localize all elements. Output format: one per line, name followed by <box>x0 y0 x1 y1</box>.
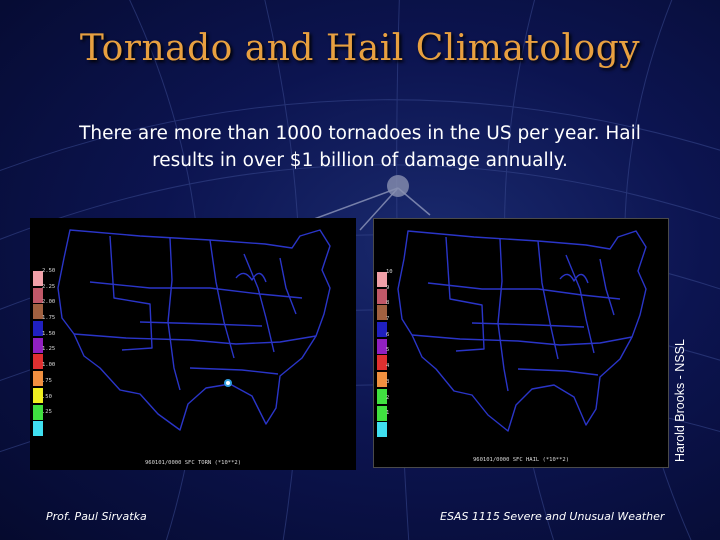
legend-swatch <box>33 404 43 420</box>
slide-subtitle: There are more than 1000 tornadoes in th… <box>40 120 680 174</box>
legend-swatch <box>33 304 43 320</box>
legend-swatch <box>33 287 43 303</box>
legend-swatch <box>377 388 387 404</box>
legend-swatch <box>377 405 387 421</box>
legend-swatch <box>33 271 43 286</box>
legend-swatch <box>377 272 387 287</box>
legend-swatch <box>377 355 387 371</box>
legend-label: .50 <box>42 393 52 400</box>
legend-swatch <box>377 288 387 304</box>
legend-swatch <box>377 305 387 321</box>
legend-label: 7 <box>386 316 390 323</box>
legend-label: 2.50 <box>42 268 56 274</box>
legend-label: .25 <box>42 409 52 416</box>
legend-label: 1.50 <box>42 330 56 337</box>
legend-label: .75 <box>42 377 52 384</box>
legend-label: 2 <box>386 394 390 401</box>
subtitle-line-2: results in over $1 billion of damage ann… <box>152 150 568 171</box>
hail-legend <box>377 272 387 439</box>
legend-swatch <box>33 321 43 337</box>
legend-label: 1 <box>386 410 390 417</box>
legend-swatch <box>33 354 43 370</box>
legend-swatch <box>33 337 43 353</box>
legend-label: 2.00 <box>42 299 56 306</box>
tornado-map-caption: 960101/0000 SFC TORN (*10**2) <box>144 460 242 466</box>
legend-label: 9 <box>386 284 390 291</box>
image-credit: Harold Brooks - NSSL <box>673 339 687 462</box>
legend-label: 2.25 <box>42 283 56 290</box>
tornado-legend <box>33 271 43 438</box>
legend-swatch <box>377 372 387 388</box>
hail-climatology-map: 10 9 8 7 6 5 4 3 2 1 960101/0000 SFC HAI… <box>373 218 669 468</box>
legend-swatch <box>33 371 43 387</box>
legend-label: 1.75 <box>42 315 56 322</box>
legend-swatch <box>33 387 43 403</box>
footer-author: Prof. Paul Sirvatka <box>46 510 147 523</box>
legend-swatch <box>33 421 43 437</box>
legend-label: 4 <box>386 363 390 370</box>
subtitle-line-1: There are more than 1000 tornadoes in th… <box>79 123 641 144</box>
legend-label: 3 <box>386 378 390 385</box>
us-map-outline <box>397 230 647 432</box>
legend-swatch <box>377 322 387 338</box>
slide-title: Tornado and Hail Climatology <box>79 28 641 69</box>
legend-label: 1.25 <box>42 346 56 353</box>
legend-label: 10 <box>386 269 393 275</box>
legend-label: 1.00 <box>42 362 56 369</box>
legend-label: 5 <box>386 347 390 354</box>
hail-legend-labels: 10 9 8 7 6 5 4 3 2 1 <box>386 269 406 426</box>
footer-course: ESAS 1115 Severe and Unusual Weather <box>440 510 665 523</box>
tornado-climatology-map: 2.50 2.25 2.00 1.75 1.50 1.25 1.00 .75 .… <box>30 218 356 470</box>
hail-map-caption: 960101/0000 SFC HAIL (*10**2) <box>472 457 570 463</box>
us-map-outline <box>57 229 331 431</box>
legend-swatch <box>377 422 387 438</box>
legend-swatch <box>377 338 387 354</box>
legend-label: 6 <box>386 331 390 338</box>
tornado-legend-labels: 2.50 2.25 2.00 1.75 1.50 1.25 1.00 .75 .… <box>42 268 62 425</box>
legend-label: 8 <box>386 300 390 307</box>
globe-node-icon <box>387 175 409 197</box>
